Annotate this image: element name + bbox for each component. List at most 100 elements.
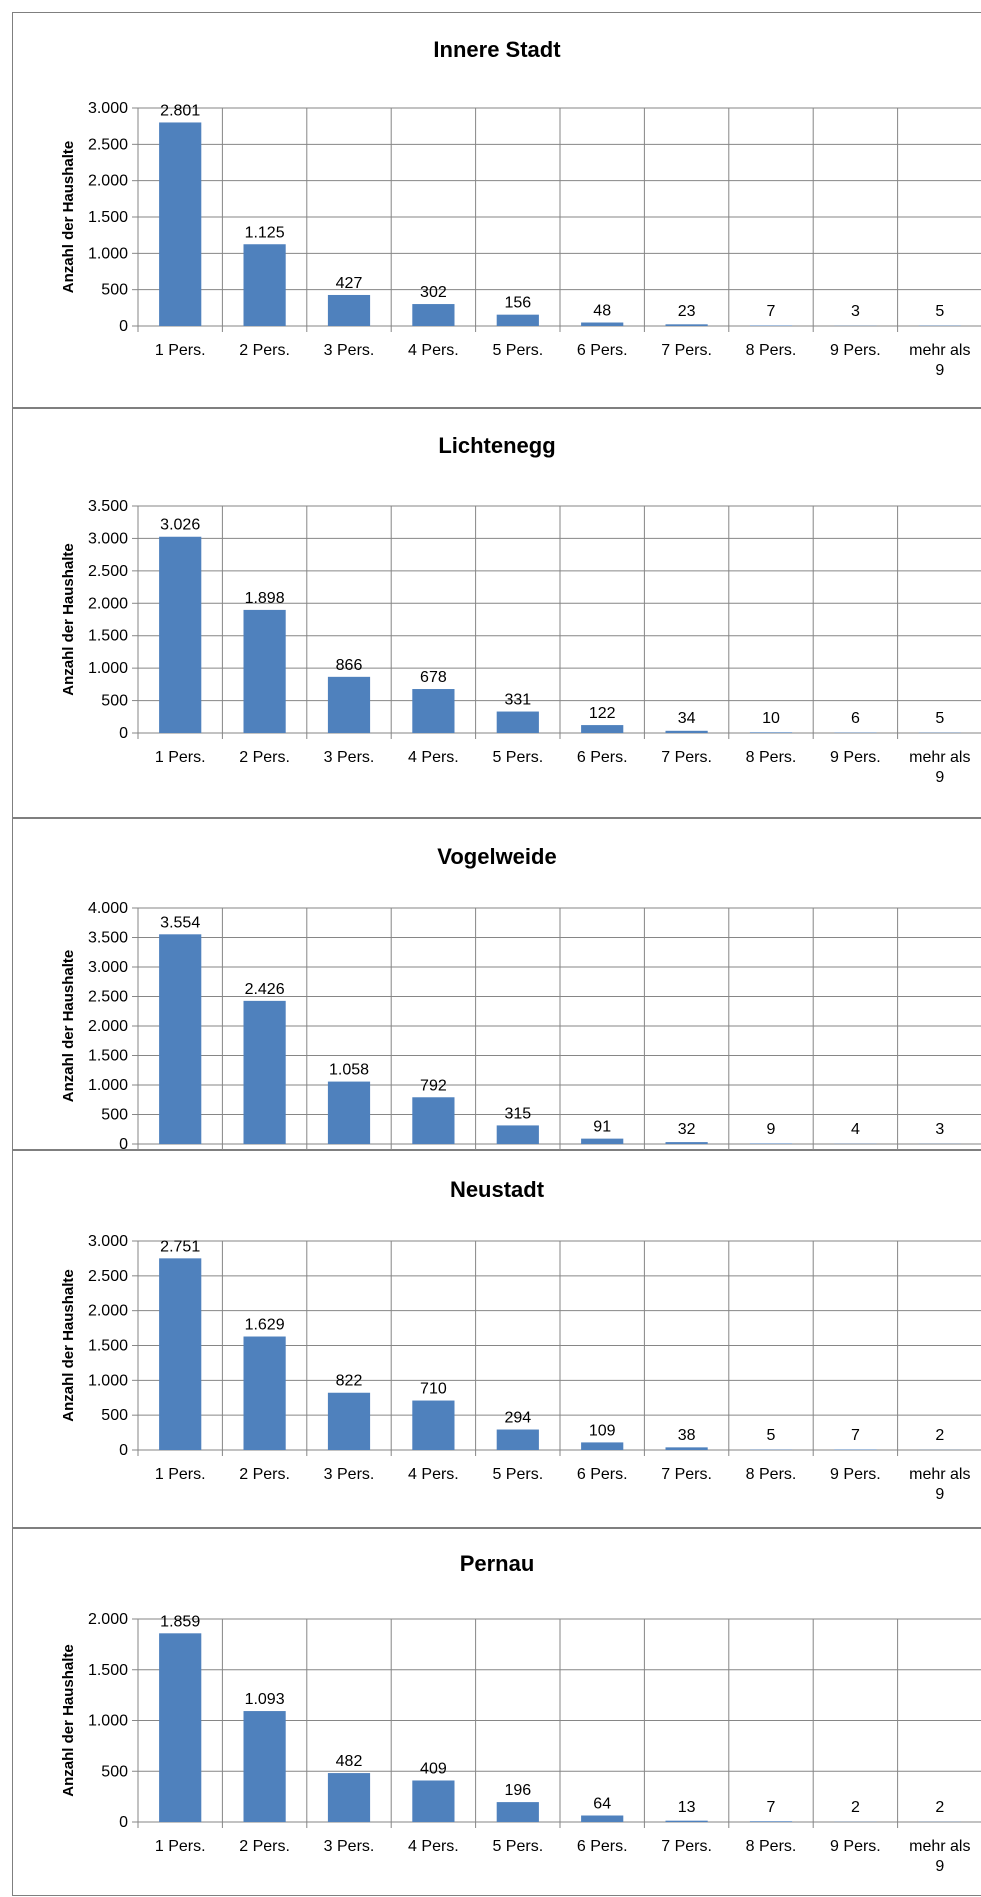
data-label: 710 (420, 1381, 447, 1398)
x-tick-label: 7 Pers. (661, 1838, 712, 1855)
x-tick-label: 8 Pers. (746, 1466, 797, 1483)
y-tick-label: 1.500 (88, 209, 128, 226)
x-tick-label: 5 Pers. (492, 342, 543, 359)
data-label: 1.859 (160, 1613, 200, 1630)
data-label: 7 (767, 1799, 776, 1816)
data-label: 792 (420, 1077, 447, 1094)
bar (244, 1337, 286, 1450)
data-label: 10 (762, 710, 780, 727)
bar (581, 1816, 623, 1822)
chart-title: Vogelweide (437, 844, 556, 869)
data-label: 6 (851, 710, 860, 727)
data-label: 822 (336, 1373, 363, 1390)
bar (159, 537, 201, 733)
data-label: 2 (851, 1799, 860, 1816)
bar (244, 1001, 286, 1144)
data-label: 482 (336, 1753, 363, 1770)
y-tick-label: 500 (101, 1407, 128, 1424)
y-axis-label: Anzahl der Haushalte (60, 1644, 77, 1797)
bar (666, 324, 708, 326)
bar (497, 712, 539, 733)
x-tick-label: 3 Pers. (324, 749, 375, 766)
y-tick-label: 500 (101, 1763, 128, 1780)
x-tick-label: 2 Pers. (239, 1838, 290, 1855)
x-tick-label: 4 Pers. (408, 1838, 459, 1855)
data-label: 3 (935, 1121, 944, 1138)
bar (666, 1142, 708, 1144)
x-tick-label: 4 Pers. (408, 342, 459, 359)
bar-chart: Neustadt05001.0001.5002.0002.5003.000Anz… (13, 1151, 981, 1529)
chart-title: Lichtenegg (438, 433, 555, 458)
data-label: 64 (593, 1796, 611, 1813)
data-label: 409 (420, 1760, 447, 1777)
bar (159, 1258, 201, 1450)
bar-chart: Lichtenegg05001.0001.5002.0002.5003.0003… (13, 409, 981, 819)
x-tick-label: 7 Pers. (661, 342, 712, 359)
chart-title: Pernau (460, 1551, 535, 1576)
data-label: 315 (504, 1105, 531, 1122)
data-label: 3 (851, 303, 860, 320)
y-tick-label: 3.000 (88, 100, 128, 117)
data-label: 9 (767, 1121, 776, 1138)
y-tick-label: 2.000 (88, 1303, 128, 1320)
y-tick-label: 3.000 (88, 530, 128, 547)
y-tick-label: 2.000 (88, 1018, 128, 1035)
x-tick-label: 3 Pers. (324, 1838, 375, 1855)
x-tick-label: 6 Pers. (577, 1466, 628, 1483)
x-tick-label: 1 Pers. (155, 1838, 206, 1855)
data-label: 156 (504, 295, 531, 312)
bar (750, 1143, 792, 1144)
y-tick-label: 4.000 (88, 900, 128, 917)
bar (497, 1802, 539, 1822)
x-tick-label: 3 Pers. (324, 1466, 375, 1483)
bar (159, 1633, 201, 1822)
y-tick-label: 0 (119, 1136, 128, 1151)
y-tick-label: 3.000 (88, 959, 128, 976)
x-tick-label: 7 Pers. (661, 1466, 712, 1483)
bar (159, 934, 201, 1144)
bar (244, 1711, 286, 1822)
bar (244, 244, 286, 326)
bar (750, 732, 792, 733)
y-tick-label: 500 (101, 1107, 128, 1124)
data-label: 7 (767, 303, 776, 320)
data-label: 2 (935, 1427, 944, 1444)
data-label: 427 (336, 275, 363, 292)
x-tick-label: 8 Pers. (746, 342, 797, 359)
y-axis-label: Anzahl der Haushalte (60, 950, 77, 1103)
data-label: 3.554 (160, 914, 200, 931)
y-tick-label: 2.500 (88, 989, 128, 1006)
bar (581, 323, 623, 326)
x-tick-label: 4 Pers. (408, 749, 459, 766)
data-label: 2.801 (160, 102, 200, 119)
x-tick-label: 8 Pers. (746, 1838, 797, 1855)
bar (328, 677, 370, 733)
x-tick-label: 9 Pers. (830, 749, 881, 766)
data-label: 1.058 (329, 1062, 369, 1079)
data-label: 2.751 (160, 1238, 200, 1255)
data-label: 2 (935, 1799, 944, 1816)
y-axis-label: Anzahl der Haushalte (60, 1269, 77, 1422)
x-tick-label: 2 Pers. (239, 342, 290, 359)
data-label: 1.093 (245, 1691, 285, 1708)
x-tick-label: 5 Pers. (492, 749, 543, 766)
bar (328, 1773, 370, 1822)
bar (159, 122, 201, 326)
y-tick-label: 1.500 (88, 1662, 128, 1679)
data-label: 13 (678, 1799, 696, 1816)
data-label: 23 (678, 303, 696, 320)
x-tick-label: 3 Pers. (324, 342, 375, 359)
bar (497, 1430, 539, 1450)
data-label: 48 (593, 303, 611, 320)
bar (412, 689, 454, 733)
bar (412, 1401, 454, 1450)
y-tick-label: 1.500 (88, 1338, 128, 1355)
data-label: 866 (336, 657, 363, 674)
y-axis-label: Anzahl der Haushalte (60, 543, 77, 696)
bar-chart: Vogelweide05001.0001.5002.0002.5003.0003… (13, 819, 981, 1151)
data-label: 7 (851, 1427, 860, 1444)
x-tick-label: 2 Pers. (239, 1466, 290, 1483)
